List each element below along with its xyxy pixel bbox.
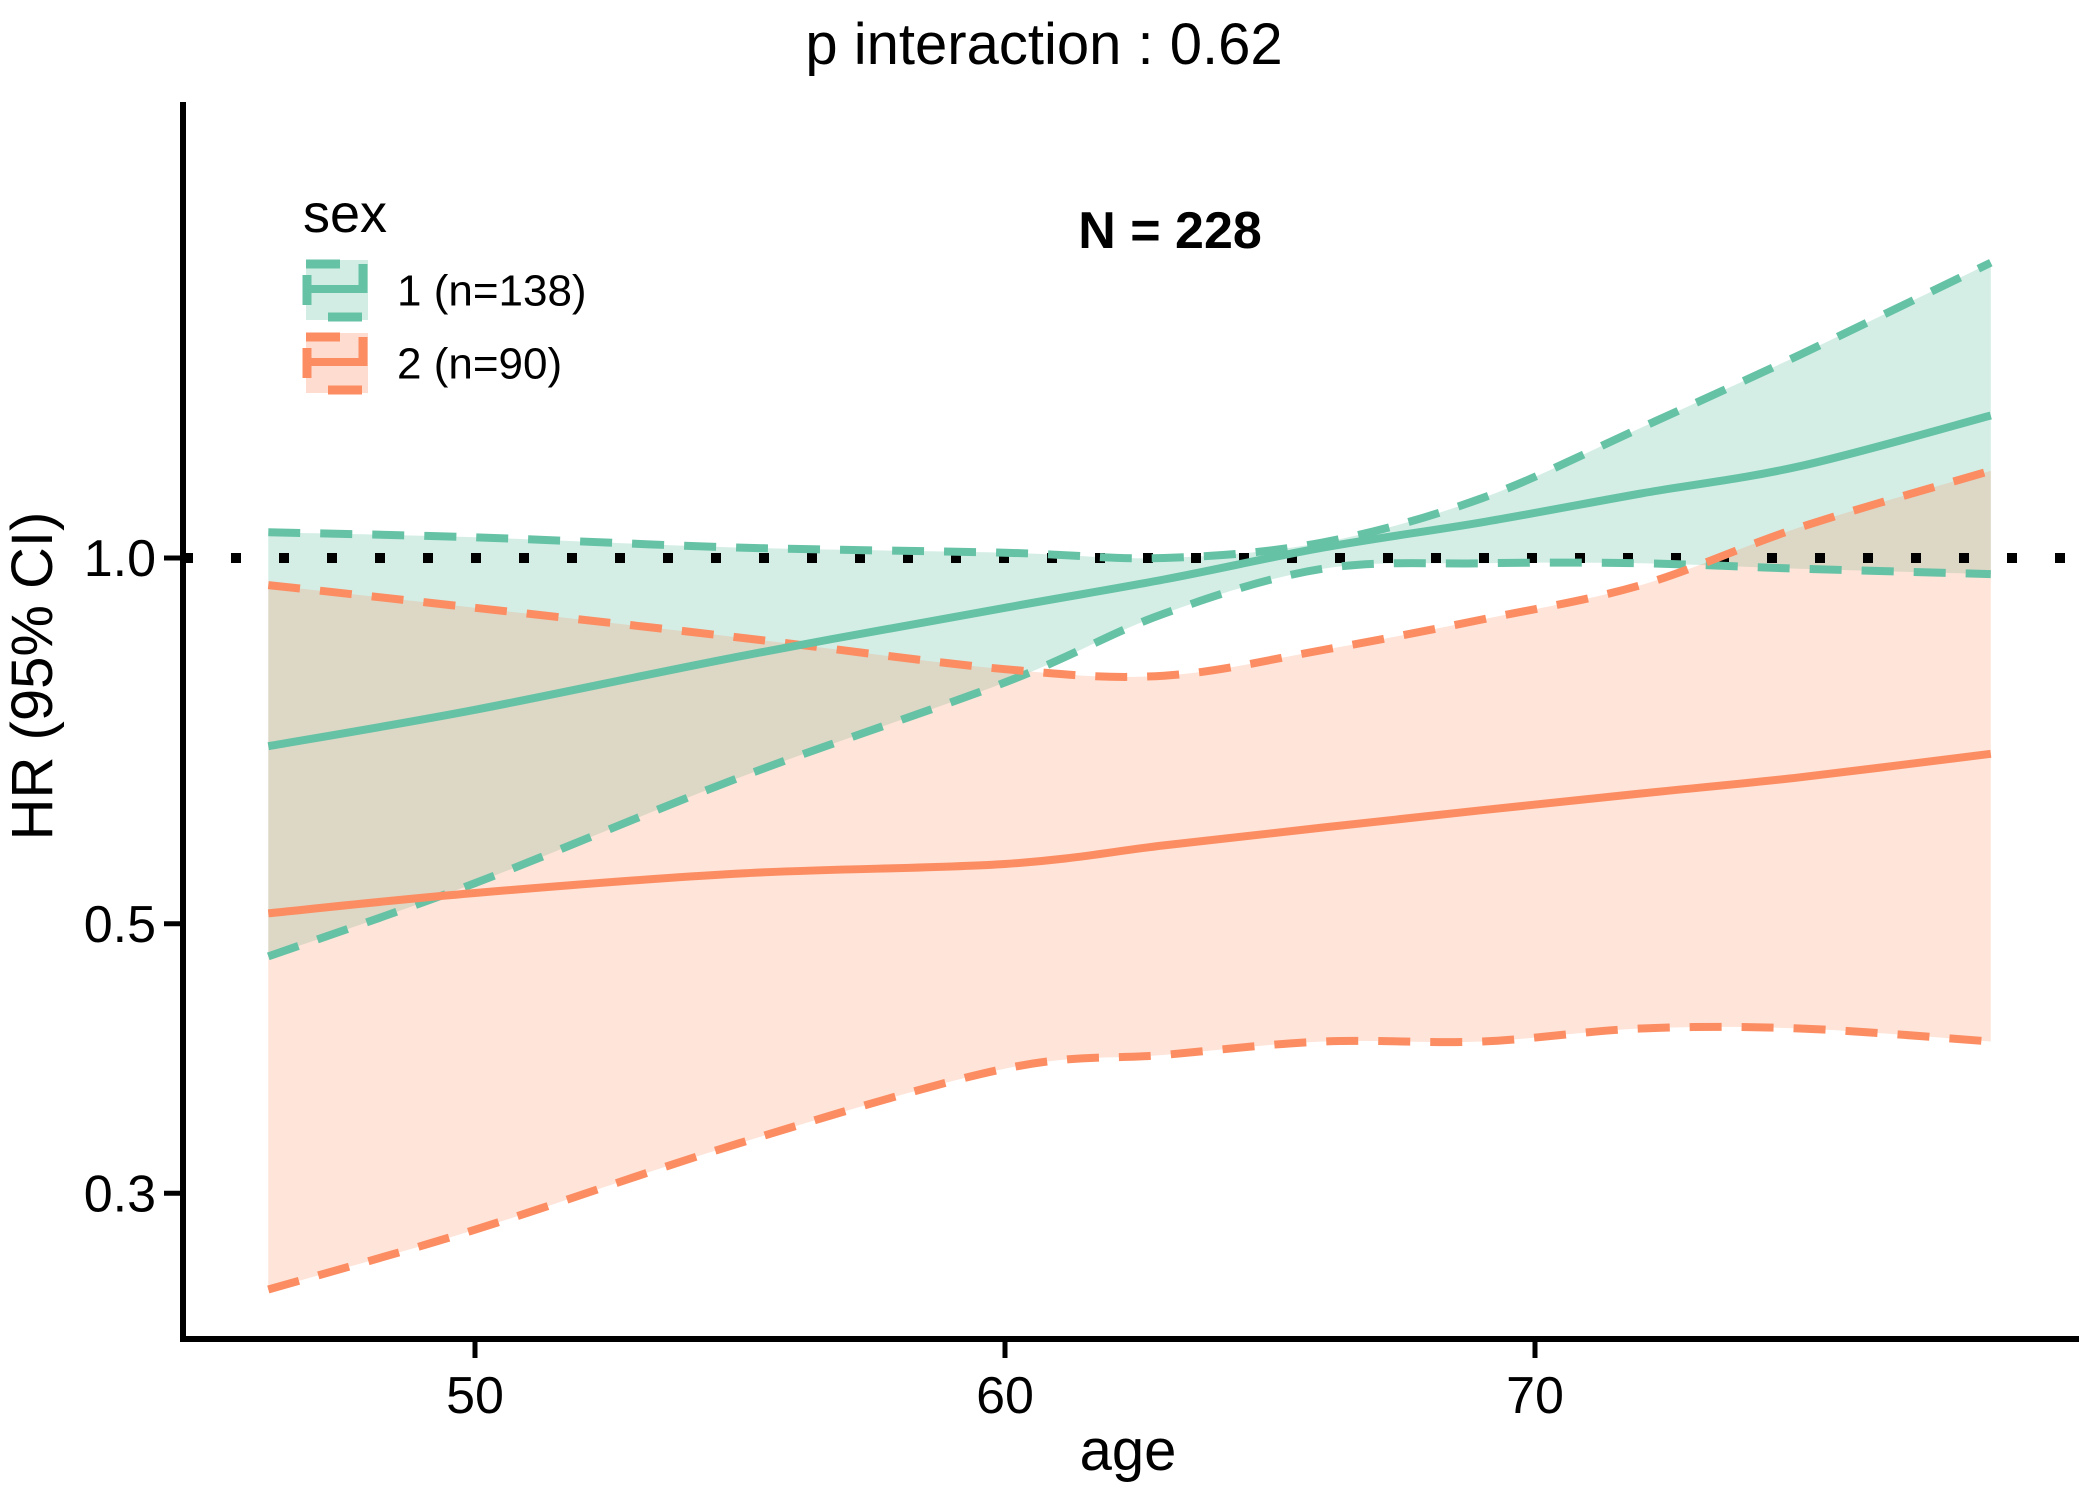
legend-title: sex [303, 184, 387, 244]
series-1-upper-ci-line [267, 466, 1992, 681]
legend-key-series-0 [302, 259, 368, 322]
y-axis-title: HR (95% CI) [0, 512, 65, 841]
ribbon-series-1 [268, 470, 1991, 1290]
y-tick-label: 0.3 [84, 1165, 156, 1223]
series-0-hr-line [267, 411, 1992, 751]
legend-label-series-0: 1 (n=138) [397, 266, 587, 315]
y-tick-label: 1.0 [84, 530, 156, 588]
legend: sex 1 (n=138) 2 (n=90) [302, 184, 587, 395]
ribbons [268, 262, 1991, 1290]
y-axis-ticks: 1.0 0.5 0.3 [84, 530, 183, 1223]
series-0-lower-ci-line [266, 558, 1991, 961]
x-tick-label: 60 [976, 1367, 1034, 1425]
legend-label-series-1: 2 (n=90) [397, 339, 562, 388]
series-0-upper-ci-line [268, 259, 1993, 563]
sample-size-annotation: N = 228 [1078, 202, 1262, 260]
x-tick-label: 50 [446, 1367, 504, 1425]
plot-title: p interaction : 0.62 [805, 12, 1282, 77]
ribbon-series-0 [268, 262, 1991, 957]
x-axis-title: age [1080, 1418, 1177, 1483]
series-1-lower-ci-line [267, 1022, 1992, 1294]
y-tick-label: 0.5 [84, 896, 156, 954]
x-tick-label: 70 [1506, 1367, 1564, 1425]
x-axis-ticks: 50 60 70 [446, 1339, 1564, 1425]
series-1-hr-line [267, 749, 1992, 918]
legend-key-series-1 [302, 332, 368, 395]
curves [266, 259, 1993, 1294]
axes [180, 102, 2079, 1342]
